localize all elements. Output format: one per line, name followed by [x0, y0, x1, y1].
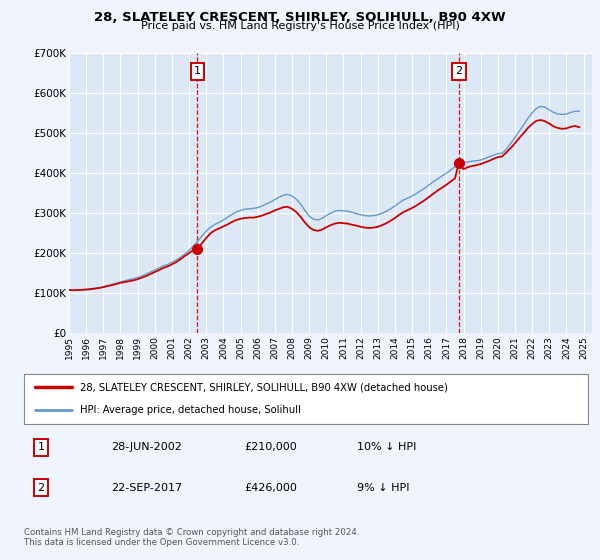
Text: HPI: Average price, detached house, Solihull: HPI: Average price, detached house, Soli… [80, 405, 301, 416]
Text: 1: 1 [194, 67, 201, 76]
Text: This data is licensed under the Open Government Licence v3.0.: This data is licensed under the Open Gov… [24, 538, 299, 547]
Text: £426,000: £426,000 [244, 483, 297, 493]
Text: 28, SLATELEY CRESCENT, SHIRLEY, SOLIHULL, B90 4XW (detached house): 28, SLATELEY CRESCENT, SHIRLEY, SOLIHULL… [80, 382, 448, 392]
Text: 1: 1 [37, 442, 44, 452]
Text: 22-SEP-2017: 22-SEP-2017 [112, 483, 182, 493]
Text: 9% ↓ HPI: 9% ↓ HPI [357, 483, 409, 493]
Text: 10% ↓ HPI: 10% ↓ HPI [357, 442, 416, 452]
Text: £210,000: £210,000 [244, 442, 297, 452]
Text: 2: 2 [455, 67, 463, 76]
Text: 28, SLATELEY CRESCENT, SHIRLEY, SOLIHULL, B90 4XW: 28, SLATELEY CRESCENT, SHIRLEY, SOLIHULL… [94, 11, 506, 24]
Text: 28-JUN-2002: 28-JUN-2002 [112, 442, 182, 452]
Text: 2: 2 [37, 483, 44, 493]
Text: Contains HM Land Registry data © Crown copyright and database right 2024.: Contains HM Land Registry data © Crown c… [24, 528, 359, 536]
Text: Price paid vs. HM Land Registry's House Price Index (HPI): Price paid vs. HM Land Registry's House … [140, 21, 460, 31]
